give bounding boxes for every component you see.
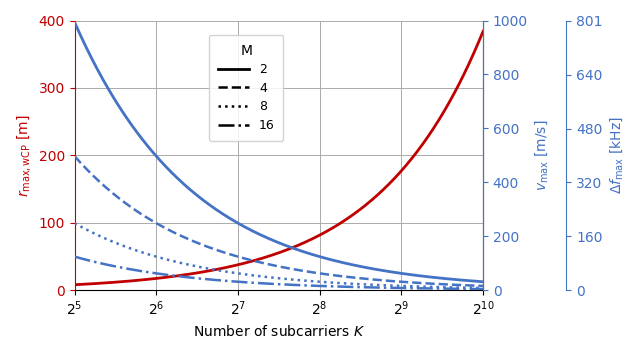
Y-axis label: $\Delta f_{\mathrm{max}}$ [kHz]: $\Delta f_{\mathrm{max}}$ [kHz] <box>608 116 625 194</box>
Y-axis label: $r_{\mathrm{max,wCP}}$ [m]: $r_{\mathrm{max,wCP}}$ [m] <box>15 114 33 196</box>
X-axis label: Number of subcarriers $K$: Number of subcarriers $K$ <box>193 324 365 339</box>
Y-axis label: $v_{\mathrm{max}}$ [m/s]: $v_{\mathrm{max}}$ [m/s] <box>534 120 550 191</box>
Legend: 2, 4, 8, 16: 2, 4, 8, 16 <box>209 35 284 141</box>
